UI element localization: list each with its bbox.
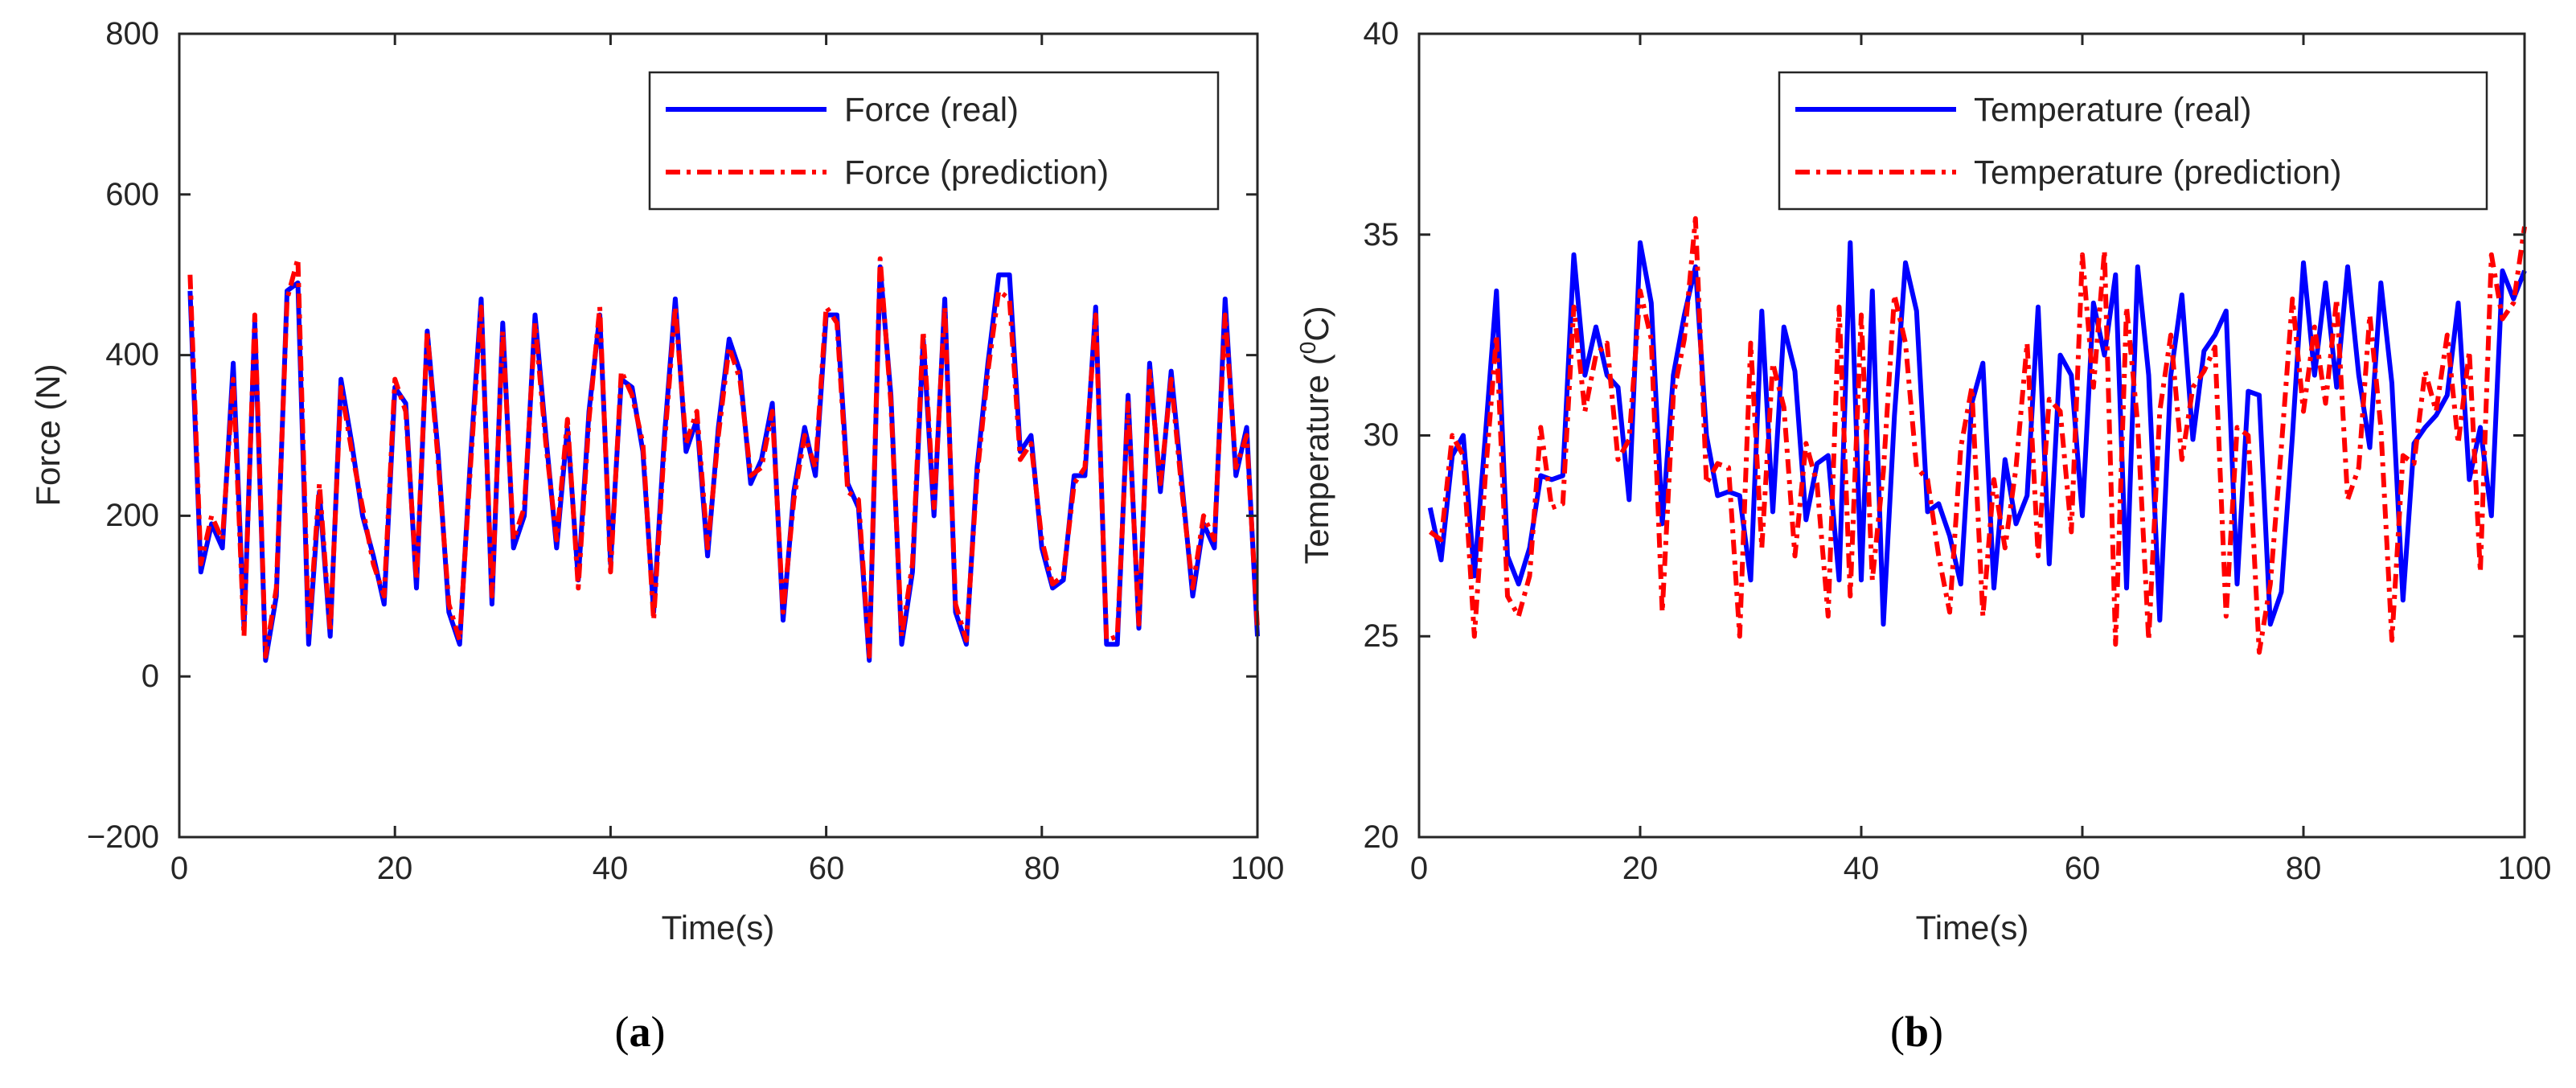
data-series-layer: [1427, 216, 2527, 655]
legend-label-real: Force (real): [844, 91, 1019, 129]
panel-letter-a: a: [630, 1008, 651, 1056]
panel-label-a: (a): [615, 1008, 666, 1056]
y-tick-label: 600: [105, 177, 159, 212]
y-tick-label: 0: [142, 659, 159, 694]
y-tick-label: 25: [1364, 618, 1400, 654]
legend-label-prediction: Force (prediction): [844, 154, 1109, 191]
force-chart: −200 0 200 400 600 800 0 20 40 60 80 100…: [29, 16, 1284, 1056]
axes-frame: [178, 32, 1259, 839]
legend: Force (real) Force (prediction): [648, 71, 1220, 211]
x-tick-label: 80: [2286, 851, 2322, 886]
series-line-prediction: [187, 256, 1260, 659]
series-line-prediction: [1429, 216, 2527, 655]
x-axis-label: Time(s): [1916, 909, 2029, 946]
y-tick-label: 30: [1364, 417, 1400, 453]
x-tick-label: 40: [593, 851, 629, 886]
y-tick-label: −200: [87, 819, 159, 855]
temperature-chart: 20 25 30 35 40 0 20 40 60 80 100 Time(s)…: [1295, 16, 2551, 1056]
y-tick-label: 800: [105, 16, 159, 51]
legend: Temperature (real) Temperature (predicti…: [1778, 71, 2488, 211]
axes-frame: [1417, 32, 2526, 839]
x-tick-label: 80: [1024, 851, 1060, 886]
legend-label-real: Temperature (real): [1974, 91, 2251, 129]
y-axis-label: Force (N): [29, 363, 67, 506]
x-tick-label: 0: [1410, 851, 1428, 886]
x-tick-label: 60: [809, 851, 845, 886]
legend-label-prediction: Temperature (prediction): [1974, 154, 2342, 191]
x-axis-label: Time(s): [662, 909, 775, 946]
x-tick-label: 20: [377, 851, 413, 886]
y-tick-label: 40: [1364, 16, 1400, 51]
panel-label-b: (b): [1890, 1008, 1943, 1056]
x-tick-label: 60: [2065, 851, 2101, 886]
y-axis-label: Temperature (0C): [1295, 306, 1335, 564]
legend-box: [1778, 71, 2488, 211]
y-tick-label: 400: [105, 337, 159, 372]
legend-box: [648, 71, 1220, 211]
y-tick-label: 20: [1364, 819, 1400, 855]
y-axis-label-main: Temperature (: [1298, 354, 1335, 564]
y-tick-label: 35: [1364, 217, 1400, 252]
x-tick-label: 100: [1231, 851, 1285, 886]
y-axis-label-superscript: 0: [1295, 342, 1320, 355]
data-series-layer: [187, 256, 1260, 663]
panel-letter-b: b: [1905, 1008, 1929, 1056]
y-tick-label: 200: [105, 498, 159, 533]
y-axis-label-end: C): [1298, 306, 1335, 341]
x-tick-label: 40: [1844, 851, 1880, 886]
x-tick-label: 0: [170, 851, 188, 886]
x-tick-label: 20: [1622, 851, 1659, 886]
x-tick-label: 100: [2498, 851, 2552, 886]
